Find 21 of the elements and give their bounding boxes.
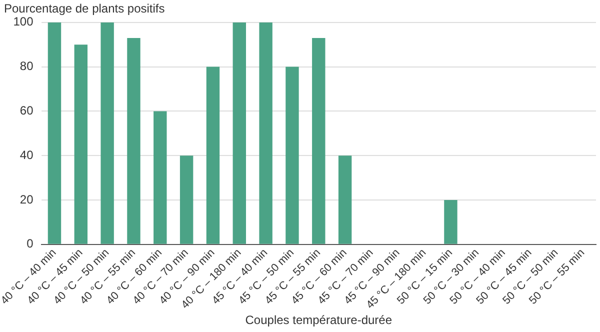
bar	[127, 38, 140, 244]
y-axis-title: Pourcentage de plants positifs	[4, 2, 165, 16]
bar	[180, 156, 194, 244]
y-tick-label: 40	[20, 148, 34, 162]
bar	[259, 22, 272, 244]
bar	[206, 66, 220, 244]
y-tick-label: 20	[20, 192, 34, 206]
bar	[338, 156, 352, 244]
bar	[48, 22, 62, 244]
bar	[154, 111, 167, 244]
y-tick-label: 0	[26, 236, 34, 251]
x-axis-title: Couples température-durée	[245, 313, 392, 328]
y-tick-label: 60	[20, 104, 34, 118]
y-tick-label: 100	[13, 14, 34, 29]
bar	[232, 22, 246, 244]
bar	[312, 38, 326, 244]
y-tick-label: 80	[20, 59, 34, 74]
bar	[100, 22, 114, 244]
bar	[444, 200, 458, 244]
bar	[286, 66, 299, 244]
bar	[74, 44, 88, 244]
